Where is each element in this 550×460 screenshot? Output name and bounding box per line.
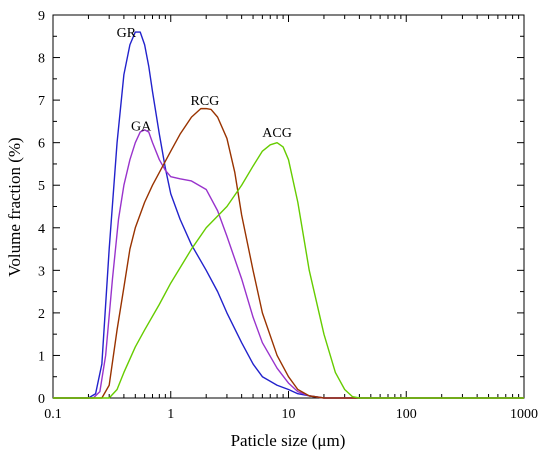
y-tick-label: 5 [38, 179, 45, 194]
x-tick-label: 10 [282, 407, 296, 422]
x-tick-label: 100 [396, 407, 417, 422]
series-label-ga: GA [131, 120, 152, 135]
x-axis-title: Paticle size (μm) [231, 431, 346, 450]
y-tick-label: 3 [38, 264, 45, 279]
x-tick-label: 1 [167, 407, 174, 422]
y-tick-label: 2 [38, 307, 45, 322]
y-tick-label: 4 [38, 222, 45, 237]
series-lines [53, 31, 524, 399]
y-tick-label: 6 [38, 137, 45, 152]
series-labels: GR GA RCG ACG [117, 26, 292, 141]
tick-labels: 0.1 1 10 100 1000 0 1 2 3 4 5 6 7 8 9 [38, 9, 538, 422]
y-axis-title: Volume fraction (%) [5, 137, 24, 276]
x-tick-label: 0.1 [44, 407, 62, 422]
y-tick-label: 1 [38, 349, 45, 364]
y-tick-label: 8 [38, 52, 45, 67]
ticks [52, 14, 525, 399]
y-tick-label: 9 [38, 9, 45, 24]
x-tick-label: 1000 [510, 407, 538, 422]
series-label-acg: ACG [262, 126, 292, 141]
series-label-rcg: RCG [191, 94, 220, 109]
series-line-ga [53, 129, 524, 399]
series-line-rcg [53, 107, 524, 399]
series-label-gr: GR [117, 26, 137, 41]
y-tick-label: 7 [38, 94, 45, 109]
series-line-gr [53, 31, 524, 399]
series-line-acg [53, 141, 524, 399]
y-tick-label: 0 [38, 392, 45, 407]
